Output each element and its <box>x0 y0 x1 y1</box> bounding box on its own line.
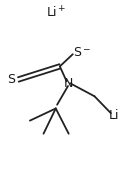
Text: Li: Li <box>46 6 57 19</box>
Text: Li: Li <box>109 108 120 122</box>
Text: +: + <box>57 4 64 13</box>
Text: S: S <box>73 46 81 59</box>
Text: −: − <box>82 45 89 53</box>
Text: N: N <box>63 77 73 90</box>
Text: S: S <box>7 73 15 86</box>
